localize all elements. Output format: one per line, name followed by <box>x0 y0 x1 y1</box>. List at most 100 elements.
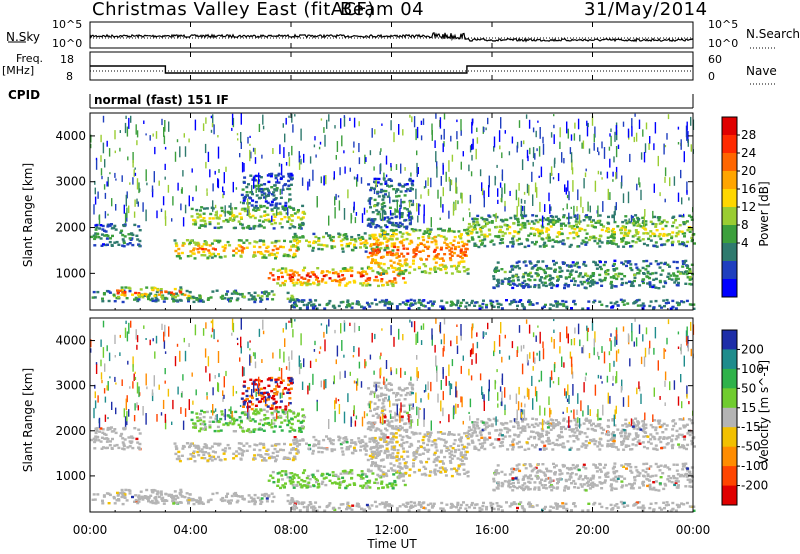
power-cell <box>374 253 378 257</box>
power-cell <box>296 216 300 219</box>
power-speckle <box>553 159 556 168</box>
power-cell <box>368 277 372 280</box>
power-cell <box>178 290 182 293</box>
velocity-cell <box>224 447 228 450</box>
velocity-cell <box>394 436 398 439</box>
power-cell <box>587 238 591 242</box>
power-cell <box>204 248 208 251</box>
power-cell <box>281 205 285 208</box>
power-cell <box>300 217 304 220</box>
power-speckle <box>471 154 473 161</box>
power-speckle <box>125 194 127 207</box>
power-cell <box>495 284 499 287</box>
power-cell <box>669 307 673 310</box>
power-cell <box>192 241 196 244</box>
power-cell <box>371 259 375 263</box>
power-cell <box>259 215 263 218</box>
power-speckle <box>583 178 585 189</box>
power-cell <box>284 204 288 207</box>
power-cell <box>551 218 555 221</box>
velocity-cell <box>345 441 349 444</box>
power-cell <box>494 266 498 270</box>
velocity-cell <box>452 454 456 458</box>
power-speckle <box>250 151 252 159</box>
power-cell <box>517 243 521 246</box>
power-cell <box>681 262 685 265</box>
power-cell <box>436 267 440 270</box>
power-cell <box>609 276 613 279</box>
power-cell <box>659 273 663 276</box>
velocity-cell <box>345 446 349 449</box>
power-cell <box>386 306 390 310</box>
power-cell <box>341 300 345 304</box>
velocity-cell <box>448 452 452 455</box>
velocity-cell <box>343 440 347 443</box>
velocity-cell <box>284 482 287 485</box>
power-cell <box>121 292 125 295</box>
power-cell <box>379 273 383 276</box>
power-cell <box>200 206 204 209</box>
power-speckle <box>107 213 109 216</box>
velocity-cell <box>542 446 546 450</box>
velocity-cell <box>267 456 271 460</box>
velocity-cell <box>95 429 99 432</box>
power-speckle <box>535 130 537 138</box>
power-speckle <box>488 175 490 188</box>
velocity-cell <box>293 415 297 419</box>
power-cell <box>288 193 292 196</box>
power-cell <box>359 242 363 245</box>
velocity-cell <box>272 398 276 401</box>
velocity-cell <box>418 453 422 456</box>
power-cell <box>606 242 610 245</box>
power-cell <box>270 222 274 226</box>
power-cell <box>392 261 396 264</box>
power-cell <box>384 224 387 227</box>
power-speckle <box>587 122 589 128</box>
power-cell <box>667 272 671 275</box>
power-cell <box>396 188 400 191</box>
velocity-cell <box>259 380 263 383</box>
power-cell <box>508 232 512 235</box>
velocity-cell <box>397 398 401 401</box>
power-cell <box>548 283 552 286</box>
velocity-cell <box>427 457 431 461</box>
velocity-cell <box>117 446 121 450</box>
power-cell <box>509 216 513 220</box>
velocity-cell <box>331 474 335 477</box>
velocity-cell <box>423 433 427 436</box>
power-speckle <box>568 212 570 225</box>
velocity-cell <box>224 422 228 425</box>
power-speckle <box>301 177 304 186</box>
velocity-cell <box>149 501 153 504</box>
power-cell <box>325 245 329 248</box>
power-cell <box>400 215 404 219</box>
power-cell <box>298 236 302 239</box>
power-cell <box>413 254 417 258</box>
velocity-cell <box>462 468 466 471</box>
power-cell <box>543 281 547 284</box>
velocity-cell <box>277 442 281 446</box>
power-speckle <box>352 150 355 153</box>
velocity-cell <box>384 397 387 400</box>
power-cell <box>495 269 499 272</box>
velocity-cell <box>203 428 207 431</box>
power-cell <box>128 237 132 240</box>
velocity-cell <box>276 472 280 475</box>
velocity-cell <box>413 457 417 460</box>
power-cell <box>265 297 269 301</box>
power-cell <box>284 183 287 186</box>
velocity-cell <box>448 455 452 459</box>
power-cell <box>105 234 109 237</box>
power-cell <box>644 220 648 223</box>
power-cell <box>240 246 244 249</box>
velocity-cell <box>149 494 153 497</box>
velocity-cell <box>121 494 125 497</box>
power-speckle <box>572 180 574 192</box>
power-speckle <box>523 191 526 195</box>
power-cell <box>204 243 208 246</box>
power-cell <box>219 214 223 217</box>
power-cell <box>366 256 370 259</box>
power-cell <box>288 205 292 208</box>
power-cell <box>542 268 546 272</box>
power-speckle <box>564 184 566 192</box>
